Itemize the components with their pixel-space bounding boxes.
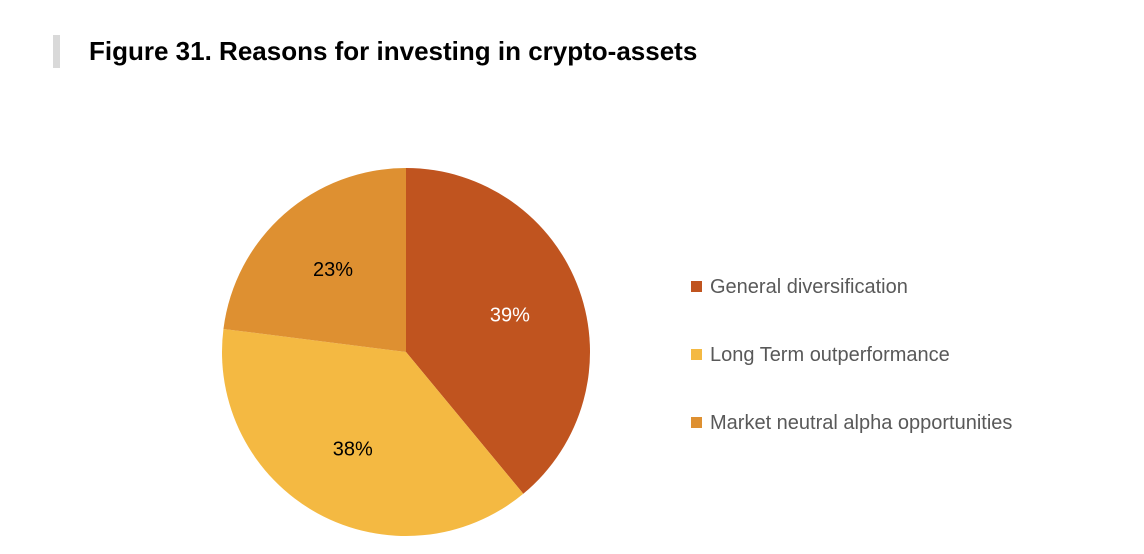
- pie-slices: [221, 168, 590, 536]
- pie-slice-general-diversification: [406, 168, 590, 494]
- title-accent-bar: [53, 35, 60, 68]
- chart-legend: General diversification Long Term outperf…: [691, 276, 1012, 434]
- pie-slice-market-neutral-alpha-opportunities: [223, 168, 406, 352]
- pie-slice-label: 23%: [313, 259, 353, 281]
- legend-swatch: [691, 349, 702, 360]
- legend-label: Long Term outperformance: [710, 344, 950, 366]
- legend-label: Market neutral alpha opportunities: [710, 412, 1012, 434]
- legend-swatch: [691, 417, 702, 428]
- legend-item-long-term-outperformance: Long Term outperformance: [691, 344, 950, 366]
- pie-slice-labels: 39% 38% 23%: [313, 259, 530, 461]
- legend-item-market-neutral-alpha-opportunities: Market neutral alpha opportunities: [691, 412, 1012, 434]
- pie-slice-label: 39%: [490, 305, 530, 327]
- legend-swatch: [691, 281, 702, 292]
- figure-title: Figure 31. Reasons for investing in cryp…: [89, 36, 698, 66]
- pie-slice-long-term-outperformance: [221, 328, 524, 536]
- pie-slice-label: 38%: [333, 439, 373, 461]
- legend-item-general-diversification: General diversification: [691, 276, 908, 298]
- legend-label: General diversification: [710, 276, 908, 298]
